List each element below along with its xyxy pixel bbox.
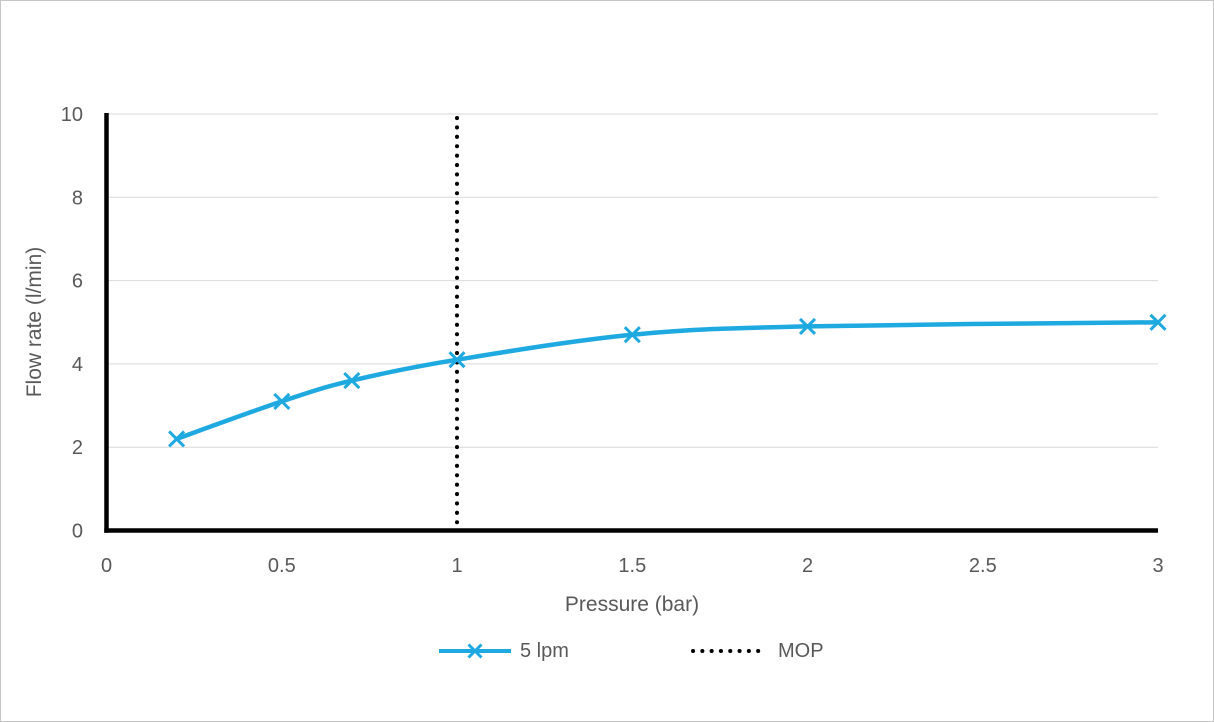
legend-item-5lpm: 5 lpm — [439, 639, 569, 663]
x-tick-label: 1 — [451, 555, 462, 577]
x-axis-title: Pressure (bar) — [564, 593, 700, 616]
y-tick-label: 4 — [72, 354, 83, 376]
x-tick-label: 0 — [101, 555, 112, 577]
x-tick-label: 2 — [802, 555, 813, 577]
data-point-marker — [448, 351, 466, 369]
x-tick-label: 1.5 — [618, 555, 646, 577]
legend-item-mop: MOP — [691, 639, 824, 663]
legend-series-marker — [467, 643, 483, 659]
x-tick-label: 3 — [1152, 555, 1163, 577]
data-point-marker — [343, 372, 361, 390]
data-point-marker — [623, 326, 641, 344]
legend-label-5lpm: 5 lpm — [520, 639, 569, 662]
series-line-5lpm — [174, 320, 1161, 442]
y-tick-label: 10 — [61, 104, 83, 126]
x-tick-label: 0.5 — [268, 555, 296, 577]
legend-dotted-line-icon — [691, 649, 769, 653]
legend-label-mop: MOP — [778, 639, 824, 662]
y-tick-label: 0 — [72, 521, 83, 543]
y-tick-label: 8 — [72, 187, 83, 209]
data-point-marker — [168, 430, 186, 448]
y-tick-label: 2 — [72, 437, 83, 459]
data-point-marker — [273, 392, 291, 410]
y-tick-label: 6 — [72, 271, 83, 293]
data-point-marker — [798, 317, 817, 335]
data-point-marker — [1149, 313, 1167, 331]
y-axis-title: Flow rate (l/min) — [23, 246, 46, 398]
legend-series-line-marker-icon — [439, 643, 511, 659]
x-tick-label: 2.5 — [969, 555, 997, 577]
